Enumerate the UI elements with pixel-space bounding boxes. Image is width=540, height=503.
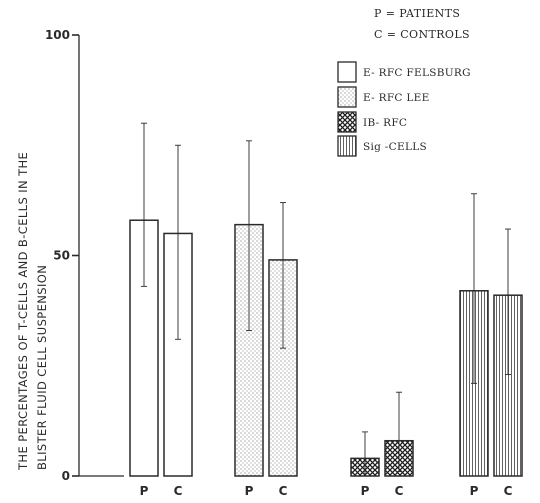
legend-entry-label: E- RFC LEE — [363, 92, 430, 104]
x-tick-label: C — [395, 484, 404, 498]
x-tick-label: C — [279, 484, 288, 498]
legend-entry-label: Sig -CELLS — [363, 141, 427, 153]
legend-swatch — [337, 86, 357, 108]
y-axis-title: THE PERCENTAGES OF T-CELLS AND B-CELLS I… — [16, 152, 49, 471]
y-axis-title-line-1: THE PERCENTAGES OF T-CELLS AND B-CELLS I… — [16, 152, 30, 471]
x-tick-label: P — [470, 484, 479, 498]
x-tick-label: C — [504, 484, 513, 498]
legend-swatch — [337, 61, 357, 83]
legend-entry-label: IB- RFC — [363, 117, 407, 129]
x-tick-label: P — [361, 484, 370, 498]
legend-swatch — [337, 111, 357, 133]
y-tick-label: 100 — [45, 28, 70, 42]
y-tick-label: 0 — [62, 469, 70, 483]
legend: P = PATIENTS C = CONTROLS E- RFC FELSBURG E… — [337, 7, 471, 157]
x-tick-label: C — [174, 484, 183, 498]
legend-key-text: C = CONTROLS — [374, 28, 470, 41]
y-axis-title-line-2: BLISTER FLUID CELL SUSPENSION — [35, 265, 49, 470]
legend-entry-label: E- RFC FELSBURG — [363, 67, 471, 79]
y-tick-label: 50 — [53, 249, 70, 263]
y-axis: 0 50 100 — [45, 28, 124, 483]
legend-swatch — [337, 135, 357, 157]
x-tick-label: P — [245, 484, 254, 498]
legend-key-text: P = PATIENTS — [374, 7, 460, 20]
x-tick-label: P — [140, 484, 149, 498]
